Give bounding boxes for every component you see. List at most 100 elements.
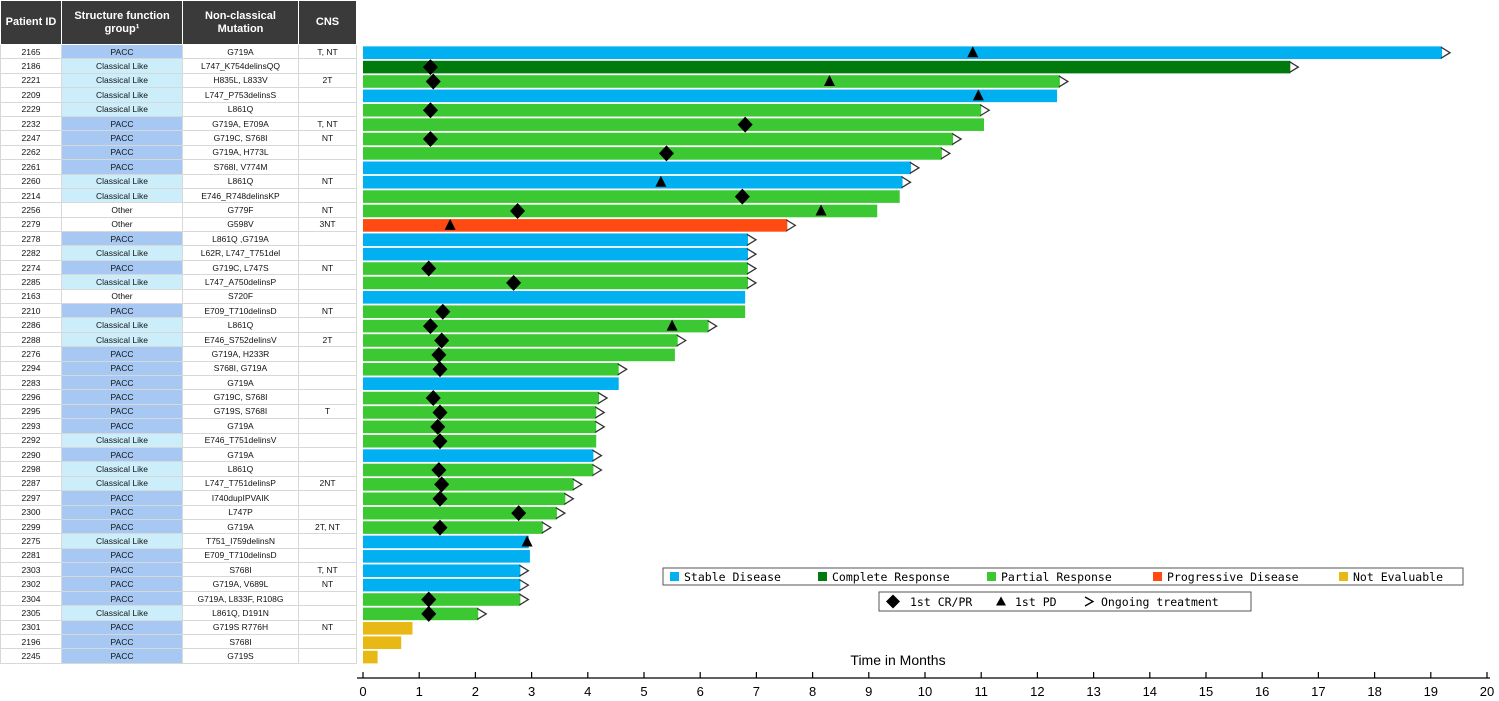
- table-row: 2163 Other S720F: [0, 288, 357, 305]
- bar-2262: [363, 147, 942, 160]
- bar-2165: [363, 46, 1443, 59]
- bar-2301: [363, 621, 413, 635]
- bar-2221: [363, 75, 1060, 88]
- bar-2163: [363, 291, 746, 304]
- x-tick-label: 16: [1255, 684, 1269, 699]
- response-legend-box: [662, 567, 1464, 586]
- bar-2295: [363, 406, 597, 419]
- group-cell: Classical Like: [61, 173, 183, 189]
- x-tick-label: 0: [359, 684, 366, 699]
- cr-pr-marker-2286: [422, 318, 438, 335]
- ongoing-arrow-2298: [592, 463, 603, 477]
- x-tick-label: 19: [1424, 684, 1438, 699]
- x-tick-label: 12: [1030, 684, 1044, 699]
- group-cell: Classical Like: [61, 533, 183, 549]
- x-axis: 0 1 2 3 4 5 6 7 8 9 10 11 12 13 14 15 16 17 18 19 20: [357, 672, 1494, 699]
- table-row: 2196 PACC S768I: [0, 634, 357, 650]
- table-row: 2210 PACC E709_T710delinsD NT: [0, 303, 357, 319]
- ongoing-arrow-2297: [563, 492, 575, 505]
- cr-pr-marker-2221: [425, 73, 441, 90]
- bar-2298: [363, 463, 594, 477]
- x-tick-label: 6: [697, 684, 704, 699]
- bar-2281: [363, 550, 530, 563]
- bar-2275: [363, 535, 529, 549]
- group-cell: Other: [61, 288, 183, 305]
- table-row: 2302 PACC G719A, V689L NT: [0, 576, 357, 592]
- bar-2232: [363, 118, 985, 131]
- cr-pr-marker-2297: [432, 490, 448, 507]
- bar-2297: [363, 492, 566, 506]
- ongoing-arrow-2285: [746, 276, 758, 289]
- cr-pr-marker-2256: [510, 202, 526, 219]
- ongoing-arrow-2287: [572, 478, 583, 491]
- pd-marker-2209: [972, 89, 984, 101]
- cr-pr-marker-2186: [422, 59, 438, 76]
- table-row: 2301 PACC G719S R776H NT: [0, 619, 357, 636]
- cr-pr-marker-2296: [425, 390, 441, 407]
- ongoing-arrow-2293: [594, 420, 606, 433]
- cr-pr-marker-2262: [658, 145, 674, 162]
- x-tick-label: 9: [865, 684, 872, 699]
- cr-pr-marker-2214: [734, 188, 750, 205]
- header-patient-id: Patient ID: [0, 0, 62, 45]
- x-tick-label: 1: [416, 684, 423, 699]
- bar-2229: [363, 103, 982, 117]
- bar-2196: [363, 636, 402, 649]
- ongoing-arrow-2286: [707, 320, 718, 333]
- group-cell: Classical Like: [61, 317, 183, 333]
- ongoing-arrow-2302: [519, 579, 530, 592]
- legend-label-stable: Stable Disease: [684, 570, 781, 584]
- group-cell: PACC: [61, 360, 183, 376]
- group-cell: PACC: [61, 547, 183, 564]
- ongoing-arrow-2300: [555, 507, 567, 520]
- bar-2278: [363, 233, 748, 247]
- cr-pr-marker-2299: [432, 519, 448, 536]
- x-tick-label: 8: [809, 684, 816, 699]
- pd-marker-2275: [521, 535, 533, 547]
- bar-2299: [363, 521, 543, 534]
- x-tick-label: 2: [472, 684, 479, 699]
- table-row: 2165 PACC G719A T, NT: [0, 43, 357, 60]
- ongoing-arrow-2278: [746, 233, 758, 246]
- cns-cell: 2NT: [298, 475, 357, 492]
- pd-marker-2256: [815, 204, 827, 216]
- bar-2303: [363, 564, 521, 578]
- group-cell: PACC: [61, 346, 183, 362]
- cr-pr-marker-2285: [506, 274, 522, 291]
- bar-2210: [363, 305, 746, 319]
- ongoing-arrow-2305: [476, 607, 488, 620]
- bar-2279: [363, 219, 788, 232]
- cr-pr-marker-2305: [421, 605, 437, 622]
- cr-pr-marker-2247: [422, 131, 438, 148]
- bar-2247: [363, 132, 954, 146]
- group-cell: PACC: [61, 231, 183, 247]
- x-tick-label: 3: [528, 684, 535, 699]
- bar-2300: [363, 506, 557, 520]
- pd-marker-2260: [655, 175, 667, 187]
- legend-triangle-icon: [996, 596, 1006, 606]
- group-cell: PACC: [61, 418, 183, 434]
- ongoing-arrow-2229: [979, 104, 991, 117]
- table-row: 2297 PACC I740dupIPVAIK: [0, 490, 357, 506]
- ongoing-arrow-2288: [676, 334, 687, 347]
- legend-label-partial: Partial Response: [1001, 570, 1112, 584]
- bar-2214: [363, 190, 900, 203]
- group-cell: Other: [61, 202, 183, 218]
- x-axis-label: Time in Months: [850, 652, 945, 668]
- group-cell: PACC: [61, 490, 183, 506]
- legend-label-triangle: 1st PD: [1015, 595, 1057, 609]
- cr-pr-marker-2294: [432, 361, 448, 378]
- legend-label-progressive: Progressive Disease: [1167, 570, 1299, 584]
- group-cell: Classical Like: [61, 187, 183, 204]
- bar-2292: [363, 434, 597, 448]
- group-cell: PACC: [61, 159, 183, 175]
- cns-cell: NT: [298, 303, 357, 319]
- pd-marker-2286: [666, 319, 678, 331]
- table-row: 2214 Classical Like E746_R748delinsKP: [0, 187, 357, 204]
- marker-legend-box: [878, 591, 1252, 612]
- bar-2290: [363, 449, 594, 462]
- ongoing-arrow-2165: [1440, 46, 1452, 59]
- legend-label-complete: Complete Response: [832, 570, 950, 584]
- table-row: 2276 PACC G719A, H233R: [0, 346, 357, 362]
